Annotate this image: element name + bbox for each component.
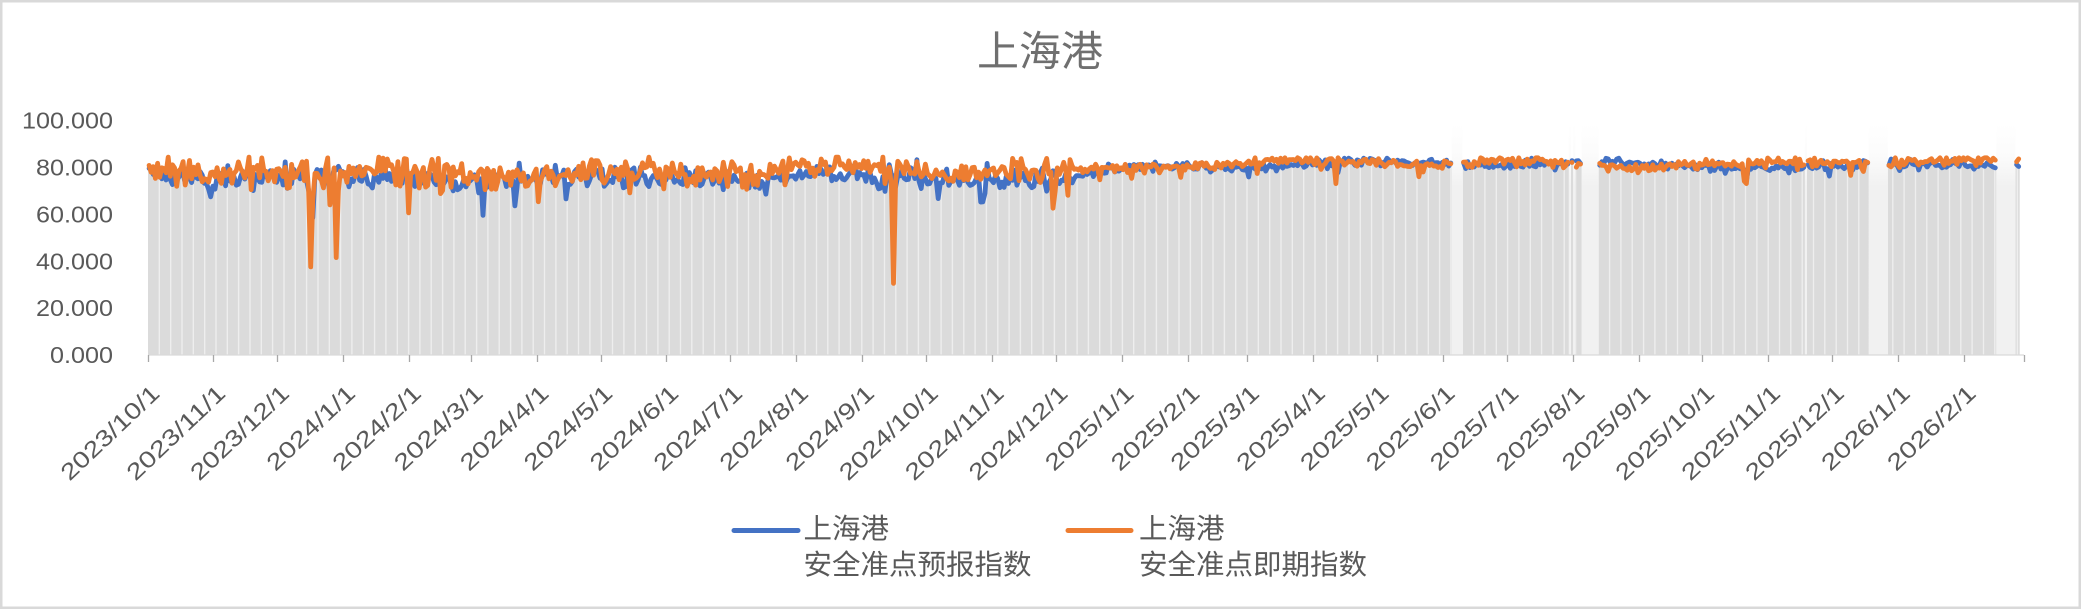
svg-text:80.000: 80.000 (36, 154, 113, 180)
svg-text:0.000: 0.000 (50, 342, 113, 368)
svg-text:20.000: 20.000 (36, 295, 113, 321)
svg-text:60.000: 60.000 (36, 201, 113, 227)
svg-text:40.000: 40.000 (36, 248, 113, 274)
svg-text:100.000: 100.000 (22, 107, 113, 133)
